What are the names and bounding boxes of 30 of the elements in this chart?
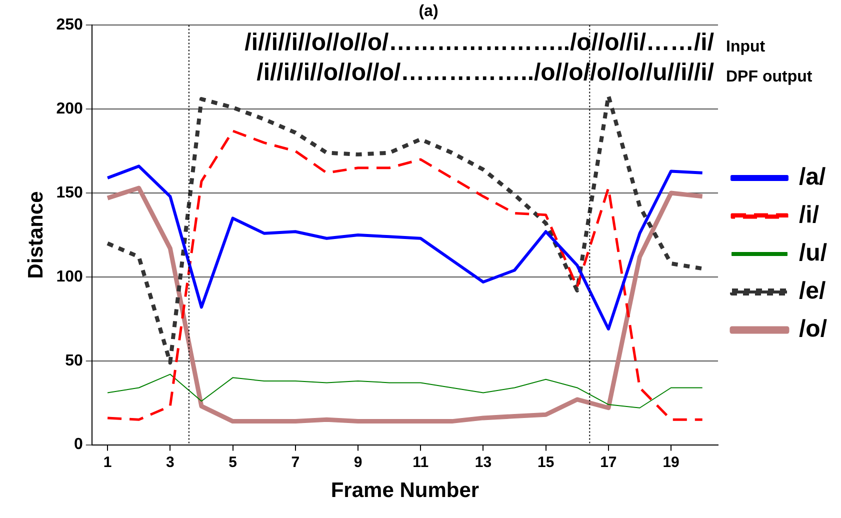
x-tick-label: 7 (291, 454, 300, 471)
y-tick-label: 0 (74, 436, 83, 454)
legend-label: /e/ (799, 278, 826, 305)
y-tick-label: 250 (56, 16, 83, 34)
chart-title: (a) (418, 3, 438, 20)
x-tick-label: 5 (228, 454, 237, 471)
x-tick-label: 17 (600, 454, 617, 471)
line-series (106, 130, 704, 421)
y-axis-title: Distance (24, 191, 48, 279)
annotation: /i//i//i//o//o//o/…………………../o//o//i/……/i/ (244, 28, 714, 56)
legend-label: /u/ (799, 240, 828, 267)
y-tick-label: 100 (56, 268, 83, 286)
x-axis-title: Frame Number (330, 479, 480, 502)
annotation: /i//i//i//o//o//o/……………../o//o//o//o//u//i//i/ (256, 58, 714, 86)
y-tick-label: 200 (56, 100, 83, 118)
text: DPF output (726, 68, 813, 86)
line-series (106, 94, 704, 365)
x-tick-label: 13 (474, 454, 492, 471)
legend-label: /i/ (799, 202, 820, 229)
y-tick-label: 50 (65, 352, 83, 370)
x-tick-label: 15 (537, 454, 554, 471)
y-tick-label: 150 (56, 184, 83, 202)
x-tick-label: 1 (103, 454, 112, 471)
x-tick-label: 19 (662, 454, 680, 471)
x-tick-label: 11 (412, 454, 429, 471)
legend-label: /a/ (799, 164, 826, 191)
x-tick-label: 9 (354, 454, 362, 471)
legend-label: /o/ (799, 316, 828, 343)
x-tick-label: 3 (166, 454, 174, 471)
text: Input (726, 38, 766, 56)
